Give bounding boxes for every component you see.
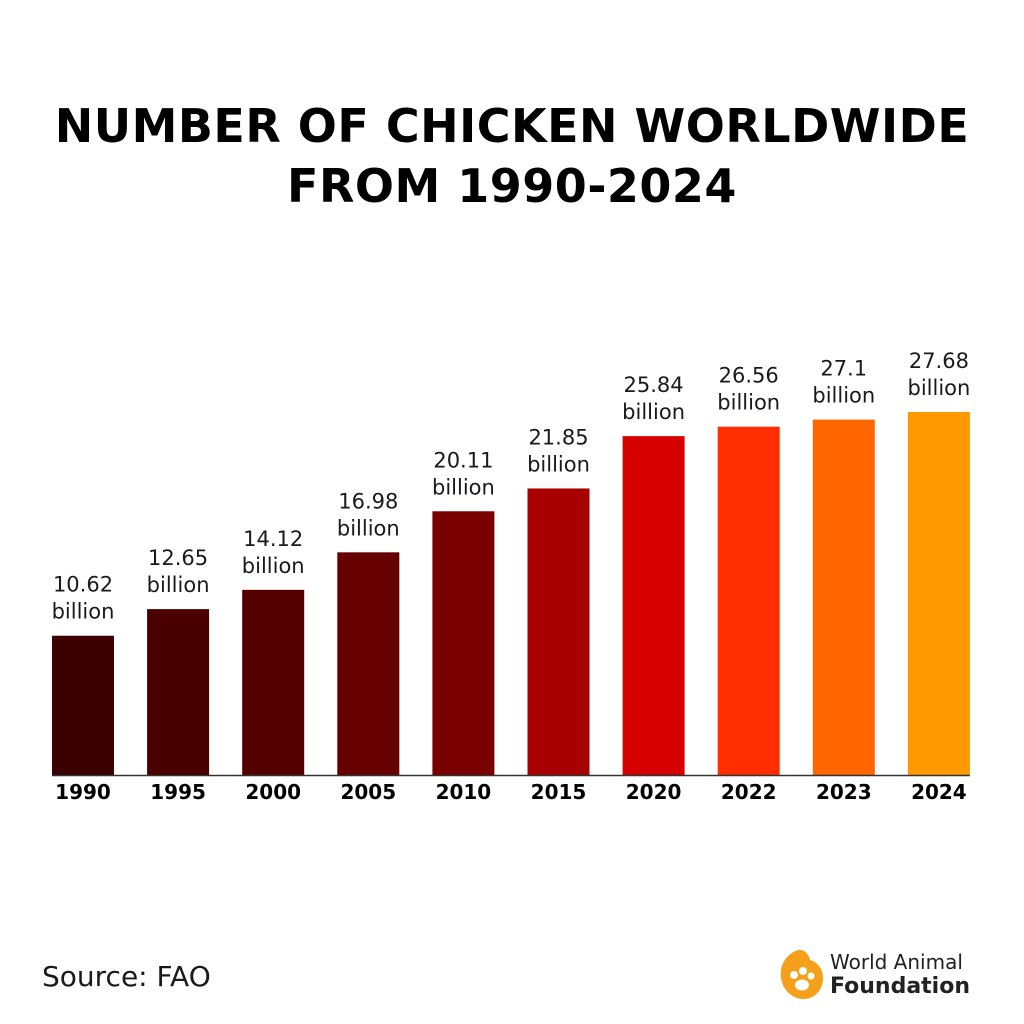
value-label-1995: 12.65 xyxy=(148,546,208,570)
value-unit-label-2000: billion xyxy=(242,554,305,578)
value-unit-label-1995: billion xyxy=(147,573,210,597)
value-label-2020: 25.84 xyxy=(624,373,684,397)
x-tick-label-2000: 2000 xyxy=(245,780,301,804)
bar-2023 xyxy=(812,419,875,775)
chart-title-line-1: NUMBER OF CHICKEN WORLDWIDE xyxy=(54,99,970,153)
chart-title-line-2: FROM 1990-2024 xyxy=(287,159,737,213)
x-tick-label-2024: 2024 xyxy=(911,780,967,804)
logo-text-line-1: World Animal xyxy=(830,950,963,974)
x-tick-label-2022: 2022 xyxy=(721,780,777,804)
bar-2000 xyxy=(242,589,305,775)
value-unit-label-2022: billion xyxy=(717,391,780,415)
bar-2022 xyxy=(717,426,780,775)
bar-1990 xyxy=(52,635,114,775)
bar-2015 xyxy=(527,488,590,775)
value-label-2005: 16.98 xyxy=(338,489,398,513)
x-tick-label-1995: 1995 xyxy=(150,780,206,804)
bar-2024 xyxy=(907,412,970,775)
world-animal-foundation-logo: World Animal Foundation xyxy=(776,944,996,1004)
bar-2010 xyxy=(432,511,495,775)
value-unit-label-1990: billion xyxy=(52,600,115,624)
source-note: Source: FAO xyxy=(42,960,211,993)
x-tick-label-2010: 2010 xyxy=(436,780,492,804)
value-label-2022: 26.56 xyxy=(719,364,779,388)
value-unit-label-2010: billion xyxy=(432,475,495,499)
paw-logo-icon xyxy=(780,949,823,999)
x-tick-label-2020: 2020 xyxy=(626,780,682,804)
logo-text-line-2: Foundation xyxy=(830,974,971,999)
value-label-2015: 21.85 xyxy=(528,425,588,449)
x-tick-label-1990: 1990 xyxy=(55,780,111,804)
x-tick-label-2005: 2005 xyxy=(340,780,396,804)
value-label-2010: 20.11 xyxy=(433,448,493,472)
x-tick-label-2015: 2015 xyxy=(531,780,587,804)
value-label-2000: 14.12 xyxy=(243,527,303,551)
bar-2005 xyxy=(337,552,400,775)
value-unit-label-2023: billion xyxy=(812,384,875,408)
chart-title: NUMBER OF CHICKEN WORLDWIDE FROM 1990-20… xyxy=(0,96,1024,216)
value-unit-label-2005: billion xyxy=(337,516,400,540)
bar-1995 xyxy=(147,609,210,775)
value-unit-label-2015: billion xyxy=(527,452,590,476)
value-label-1990: 10.62 xyxy=(53,573,113,597)
value-label-2023: 27.1 xyxy=(820,357,867,381)
value-unit-label-2024: billion xyxy=(907,376,970,400)
value-label-2024: 27.68 xyxy=(909,349,969,373)
bar-2020 xyxy=(622,436,685,775)
x-tick-label-2023: 2023 xyxy=(816,780,872,804)
value-unit-label-2020: billion xyxy=(622,400,685,424)
